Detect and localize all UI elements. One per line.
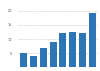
Bar	[89, 13, 96, 67]
Bar	[20, 53, 27, 67]
Bar	[60, 33, 66, 67]
Bar	[40, 48, 47, 67]
Bar	[30, 56, 37, 67]
Bar	[69, 32, 76, 67]
Bar	[50, 42, 56, 67]
Bar	[79, 33, 86, 67]
